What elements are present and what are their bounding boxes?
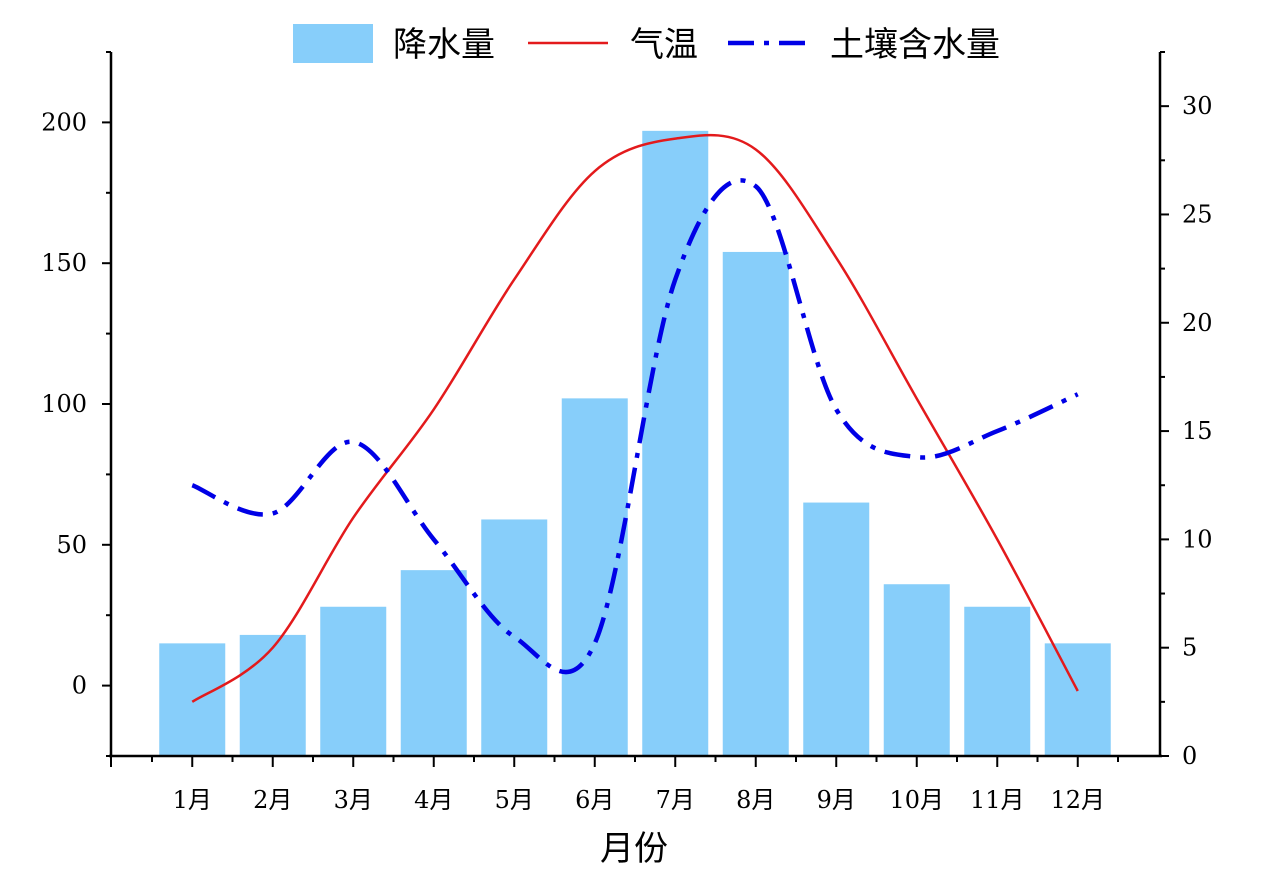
bar-7月 (642, 130, 709, 756)
y-right-tick-label: 0 (1182, 742, 1197, 770)
legend-label-土壤含水量: 土壤含水量 (830, 25, 1000, 65)
y-right-tick-label: 30 (1182, 92, 1213, 120)
x-tick-label-5月: 5月 (495, 786, 534, 814)
bar-9月 (803, 502, 870, 756)
legend-label-降水量: 降水量 (393, 25, 495, 65)
bar-1月 (159, 643, 226, 756)
y-right-tick-label: 15 (1182, 417, 1213, 445)
legend: 降水量 气温 土壤含水量 (293, 24, 1000, 65)
x-tick-label-2月: 2月 (253, 786, 292, 814)
bar-3月 (320, 606, 387, 756)
x-tick-label-10月: 10月 (889, 786, 944, 814)
bar-4月 (400, 570, 467, 756)
y-left-tick-label: 150 (41, 249, 87, 277)
y-right-tick-label: 25 (1182, 200, 1213, 228)
bar-10月 (883, 584, 950, 756)
line-气温 (191, 133, 1079, 703)
x-tick-label-1月: 1月 (173, 786, 212, 814)
y-right-tick-label: 10 (1182, 525, 1213, 553)
bar-11月 (964, 606, 1031, 756)
x-tick-label-9月: 9月 (817, 786, 856, 814)
bar-8月 (722, 251, 789, 756)
legend-label-气温: 气温 (630, 25, 698, 65)
series-lines (191, 133, 1079, 703)
precipitation-bars (159, 130, 1111, 756)
x-tick-label-6月: 6月 (575, 786, 614, 814)
y-left-tick-label: 50 (56, 531, 87, 559)
y-right-tick-label: 5 (1182, 634, 1197, 662)
x-tick-label-3月: 3月 (334, 786, 373, 814)
legend-swatch-降水量 (293, 24, 373, 63)
bar-12月 (1044, 643, 1111, 756)
x-axis-title: 月份 (600, 829, 668, 869)
y-right-tick-label: 20 (1182, 309, 1213, 337)
y-left-tick-label: 100 (41, 390, 87, 418)
bar-2月 (239, 634, 306, 756)
line-土壤含水量 (191, 178, 1079, 675)
x-tick-label-4月: 4月 (414, 786, 453, 814)
bar-5月 (481, 519, 548, 756)
x-tick-label-11月: 11月 (970, 786, 1025, 814)
x-tick-label-7月: 7月 (656, 786, 695, 814)
x-tick-label-8月: 8月 (736, 786, 775, 814)
x-tick-label-12月: 12月 (1050, 786, 1105, 814)
y-left-tick-label: 200 (41, 108, 87, 136)
bar-6月 (561, 398, 628, 756)
axes: 0 50 100 150 200 0 5 10 15 20 25 30 1月 2月 3月 4月 5月 6月 7月 8月… (41, 51, 1213, 814)
y-left-tick-label: 0 (72, 672, 87, 700)
